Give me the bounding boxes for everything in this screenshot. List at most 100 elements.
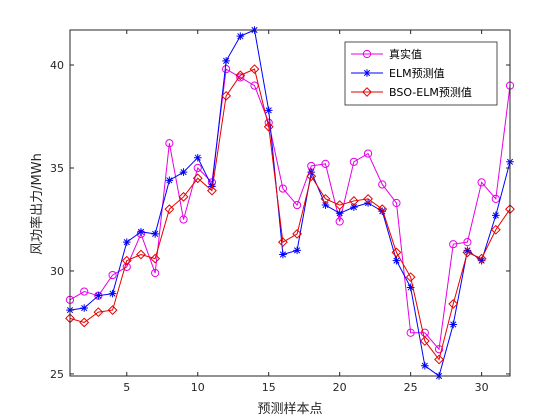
x-axis-title: 预测样本点 bbox=[257, 402, 322, 417]
legend-marker bbox=[362, 49, 372, 59]
series-2-point bbox=[321, 201, 330, 209]
series-1-point bbox=[236, 73, 245, 82]
legend-item: 真实值 bbox=[351, 47, 422, 61]
series-2-point bbox=[350, 203, 358, 211]
series-3-point bbox=[348, 196, 359, 206]
series-1-point bbox=[491, 194, 500, 203]
series-1-point bbox=[335, 217, 344, 226]
x-tick-label: 10 bbox=[191, 381, 205, 394]
series-1-point bbox=[363, 149, 373, 158]
series-3-point bbox=[79, 317, 90, 328]
series-3-point bbox=[405, 272, 416, 283]
series-3-point bbox=[476, 253, 487, 264]
series-3-point bbox=[363, 193, 373, 204]
legend-label: BSO-ELM预测值 bbox=[389, 86, 472, 99]
series-1-point bbox=[449, 240, 458, 249]
series-3-point bbox=[207, 185, 217, 196]
x-tick-label: 30 bbox=[475, 381, 489, 394]
series-3 bbox=[65, 64, 515, 365]
series-3-point bbox=[249, 64, 260, 75]
legend-label: 真实值 bbox=[389, 47, 422, 61]
series-3-point bbox=[221, 90, 232, 101]
y-tick-label: 25 bbox=[50, 368, 64, 381]
series-3-point bbox=[164, 204, 175, 215]
series-1-point bbox=[193, 163, 202, 173]
y-tick-label: 35 bbox=[50, 162, 64, 175]
series-1-point bbox=[179, 215, 188, 224]
series-2-point bbox=[392, 256, 401, 265]
series-2-point bbox=[151, 230, 159, 238]
series-2-point bbox=[279, 250, 287, 259]
x-tick-label: 20 bbox=[333, 381, 347, 394]
series-2-point bbox=[378, 207, 387, 216]
ticks-layer: 5 10 15 20 25 30 25 30 35 40 bbox=[50, 30, 510, 394]
series-1-point bbox=[378, 180, 387, 189]
series-1-point bbox=[392, 198, 401, 208]
series-3-point bbox=[448, 299, 459, 309]
series-1-point bbox=[477, 178, 486, 187]
series-1-point bbox=[463, 238, 472, 247]
series-3-point bbox=[178, 191, 189, 202]
series-3-point bbox=[490, 224, 501, 235]
series-3-point bbox=[93, 307, 104, 318]
series-3-point bbox=[292, 228, 303, 239]
series-2-point bbox=[236, 32, 245, 40]
series-3-point bbox=[263, 121, 274, 132]
series-1-point bbox=[80, 287, 89, 296]
x-tick-label: 5 bbox=[123, 381, 130, 394]
series-3-point bbox=[391, 247, 402, 258]
series-2-point bbox=[264, 106, 273, 115]
legend: 真实值 ELM预测值 BSO-ELM预测值 bbox=[344, 41, 498, 106]
series-1-point bbox=[222, 65, 231, 74]
series-3-point bbox=[320, 193, 331, 204]
series-2-point bbox=[137, 228, 145, 236]
series-3-point bbox=[377, 204, 388, 215]
legend-item: BSO-ELM预测值 bbox=[351, 86, 472, 99]
series-1-point bbox=[165, 139, 174, 148]
series-2-point bbox=[193, 153, 202, 162]
y-tick-label: 40 bbox=[50, 59, 64, 72]
series-1-point bbox=[434, 345, 444, 354]
series-3-point bbox=[107, 305, 118, 316]
series-2-point bbox=[80, 304, 88, 312]
axes-layer bbox=[69, 29, 511, 377]
series-layer bbox=[65, 26, 515, 380]
series-3-point bbox=[150, 253, 161, 264]
series-3-point bbox=[136, 249, 146, 260]
series-2-point bbox=[122, 238, 131, 246]
series-3-point bbox=[306, 171, 317, 182]
series-1-point bbox=[108, 270, 117, 280]
series-1-point bbox=[151, 268, 160, 278]
series-3-point bbox=[419, 336, 430, 346]
y-axis-title: 风功率出力/MWh bbox=[29, 153, 45, 255]
legend-label: ELM预测值 bbox=[389, 67, 445, 80]
legend-marker bbox=[363, 69, 371, 77]
series-2-point bbox=[108, 289, 117, 298]
series-2-point bbox=[293, 246, 301, 255]
series-1-point bbox=[349, 157, 358, 166]
series-2-point bbox=[165, 176, 174, 185]
series-3-point bbox=[235, 70, 246, 81]
series-2-point bbox=[421, 361, 429, 370]
series-1-point bbox=[406, 328, 415, 337]
series-2-point bbox=[179, 168, 188, 176]
series-2-point bbox=[449, 320, 458, 329]
series-3-point bbox=[434, 354, 444, 365]
series-2-point bbox=[477, 256, 486, 265]
series-1-point bbox=[321, 159, 330, 168]
axes-box bbox=[69, 29, 511, 377]
series-1-point bbox=[122, 262, 131, 271]
series-3-point bbox=[192, 173, 203, 184]
series-2-point bbox=[222, 57, 230, 65]
series-2-point bbox=[335, 209, 344, 218]
y-tick-label: 30 bbox=[50, 265, 64, 278]
legend-marker bbox=[362, 87, 372, 97]
series-2-point bbox=[463, 246, 472, 255]
legend-item: ELM预测值 bbox=[351, 67, 445, 80]
series-3-line bbox=[69, 68, 511, 361]
series-3-point bbox=[277, 237, 288, 248]
series-2-point bbox=[94, 291, 103, 300]
series-1-point bbox=[278, 184, 288, 193]
series-3-point bbox=[121, 255, 132, 266]
x-tick-label: 15 bbox=[262, 381, 276, 394]
